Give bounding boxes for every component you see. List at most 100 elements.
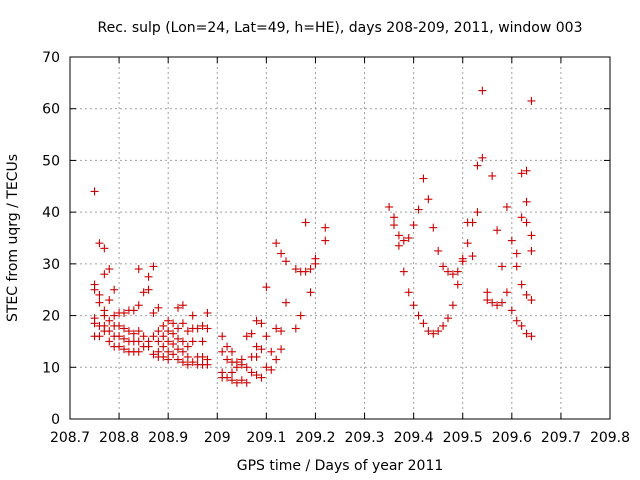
data-point	[453, 267, 462, 276]
data-point	[429, 223, 438, 232]
data-point	[419, 319, 428, 328]
data-point	[223, 373, 232, 382]
data-point	[174, 355, 182, 364]
data-point	[306, 265, 315, 274]
data-point	[188, 358, 197, 367]
data-point	[257, 345, 266, 354]
data-point	[394, 241, 403, 250]
data-point	[159, 342, 168, 351]
data-point	[144, 285, 153, 294]
data-point	[144, 342, 153, 351]
data-point	[522, 218, 531, 227]
data-point	[252, 371, 261, 380]
x-tick-label: 208.8	[99, 430, 139, 446]
data-point	[512, 316, 521, 325]
data-point	[448, 301, 457, 310]
data-point	[242, 332, 251, 341]
data-point	[390, 221, 398, 230]
data-point	[399, 236, 408, 245]
data-point	[188, 337, 197, 346]
x-tick-label: 208.7	[50, 430, 90, 446]
y-tick-label: 20	[42, 309, 60, 325]
data-point	[174, 303, 182, 312]
data-point	[404, 234, 413, 242]
data-point	[115, 321, 124, 330]
data-point	[478, 86, 487, 95]
data-point	[139, 288, 148, 297]
data-point	[507, 306, 516, 315]
data-point	[223, 342, 232, 351]
data-point	[483, 296, 492, 305]
data-point	[105, 296, 114, 305]
x-tick-label: 209.4	[394, 430, 434, 446]
data-point	[321, 223, 330, 232]
data-point	[183, 327, 192, 336]
data-point	[488, 171, 497, 180]
data-points	[90, 86, 536, 387]
data-point	[512, 249, 521, 258]
data-point	[178, 337, 187, 346]
data-point	[517, 213, 526, 222]
data-point	[159, 332, 168, 341]
data-point	[502, 288, 511, 297]
data-point	[272, 239, 281, 248]
data-point	[306, 288, 315, 297]
data-point	[90, 187, 99, 196]
data-point	[120, 345, 128, 354]
data-point	[252, 352, 261, 361]
x-tick-label: 209.7	[541, 430, 581, 446]
data-point	[419, 174, 428, 183]
data-point	[257, 319, 266, 328]
data-point	[183, 342, 192, 351]
data-point	[134, 265, 143, 274]
data-point	[414, 311, 423, 320]
data-point	[164, 355, 173, 364]
data-point	[262, 283, 271, 292]
data-point	[120, 308, 128, 317]
data-point	[429, 329, 438, 338]
data-point	[527, 246, 536, 255]
data-point	[174, 324, 182, 333]
data-point	[95, 332, 104, 341]
data-point	[144, 272, 153, 281]
data-point	[120, 324, 128, 333]
data-point	[90, 285, 99, 294]
data-point	[178, 319, 187, 328]
data-point	[522, 329, 531, 338]
data-point	[424, 195, 433, 204]
data-point	[149, 262, 158, 271]
data-point	[502, 202, 511, 211]
data-point	[198, 352, 207, 361]
data-point	[228, 368, 236, 377]
data-point	[100, 270, 109, 279]
data-point	[115, 332, 124, 341]
data-point	[203, 324, 212, 333]
data-point	[272, 355, 281, 364]
data-point	[154, 303, 163, 312]
data-point	[228, 376, 236, 385]
data-point	[154, 327, 163, 336]
x-axis-label: GPS time / Days of year 2011	[237, 458, 444, 474]
data-point	[198, 337, 207, 346]
data-point	[149, 332, 158, 341]
data-point	[159, 352, 168, 361]
x-tick-label: 208.9	[148, 430, 188, 446]
data-point	[527, 231, 536, 240]
data-point	[95, 290, 104, 299]
y-tick-label: 60	[42, 102, 60, 118]
data-point	[493, 226, 502, 235]
data-point	[237, 360, 246, 369]
x-tick-label: 209.8	[590, 430, 630, 446]
data-point	[507, 236, 516, 245]
data-point	[218, 332, 227, 341]
x-tick-label: 209.6	[492, 430, 532, 446]
data-point	[468, 218, 477, 227]
data-point	[498, 298, 506, 307]
data-point	[414, 205, 423, 214]
y-tick-label: 30	[42, 257, 60, 273]
data-point	[444, 314, 452, 323]
y-tick-label: 70	[42, 50, 60, 66]
data-point	[439, 262, 448, 271]
data-point	[129, 329, 138, 338]
data-point	[188, 311, 197, 320]
